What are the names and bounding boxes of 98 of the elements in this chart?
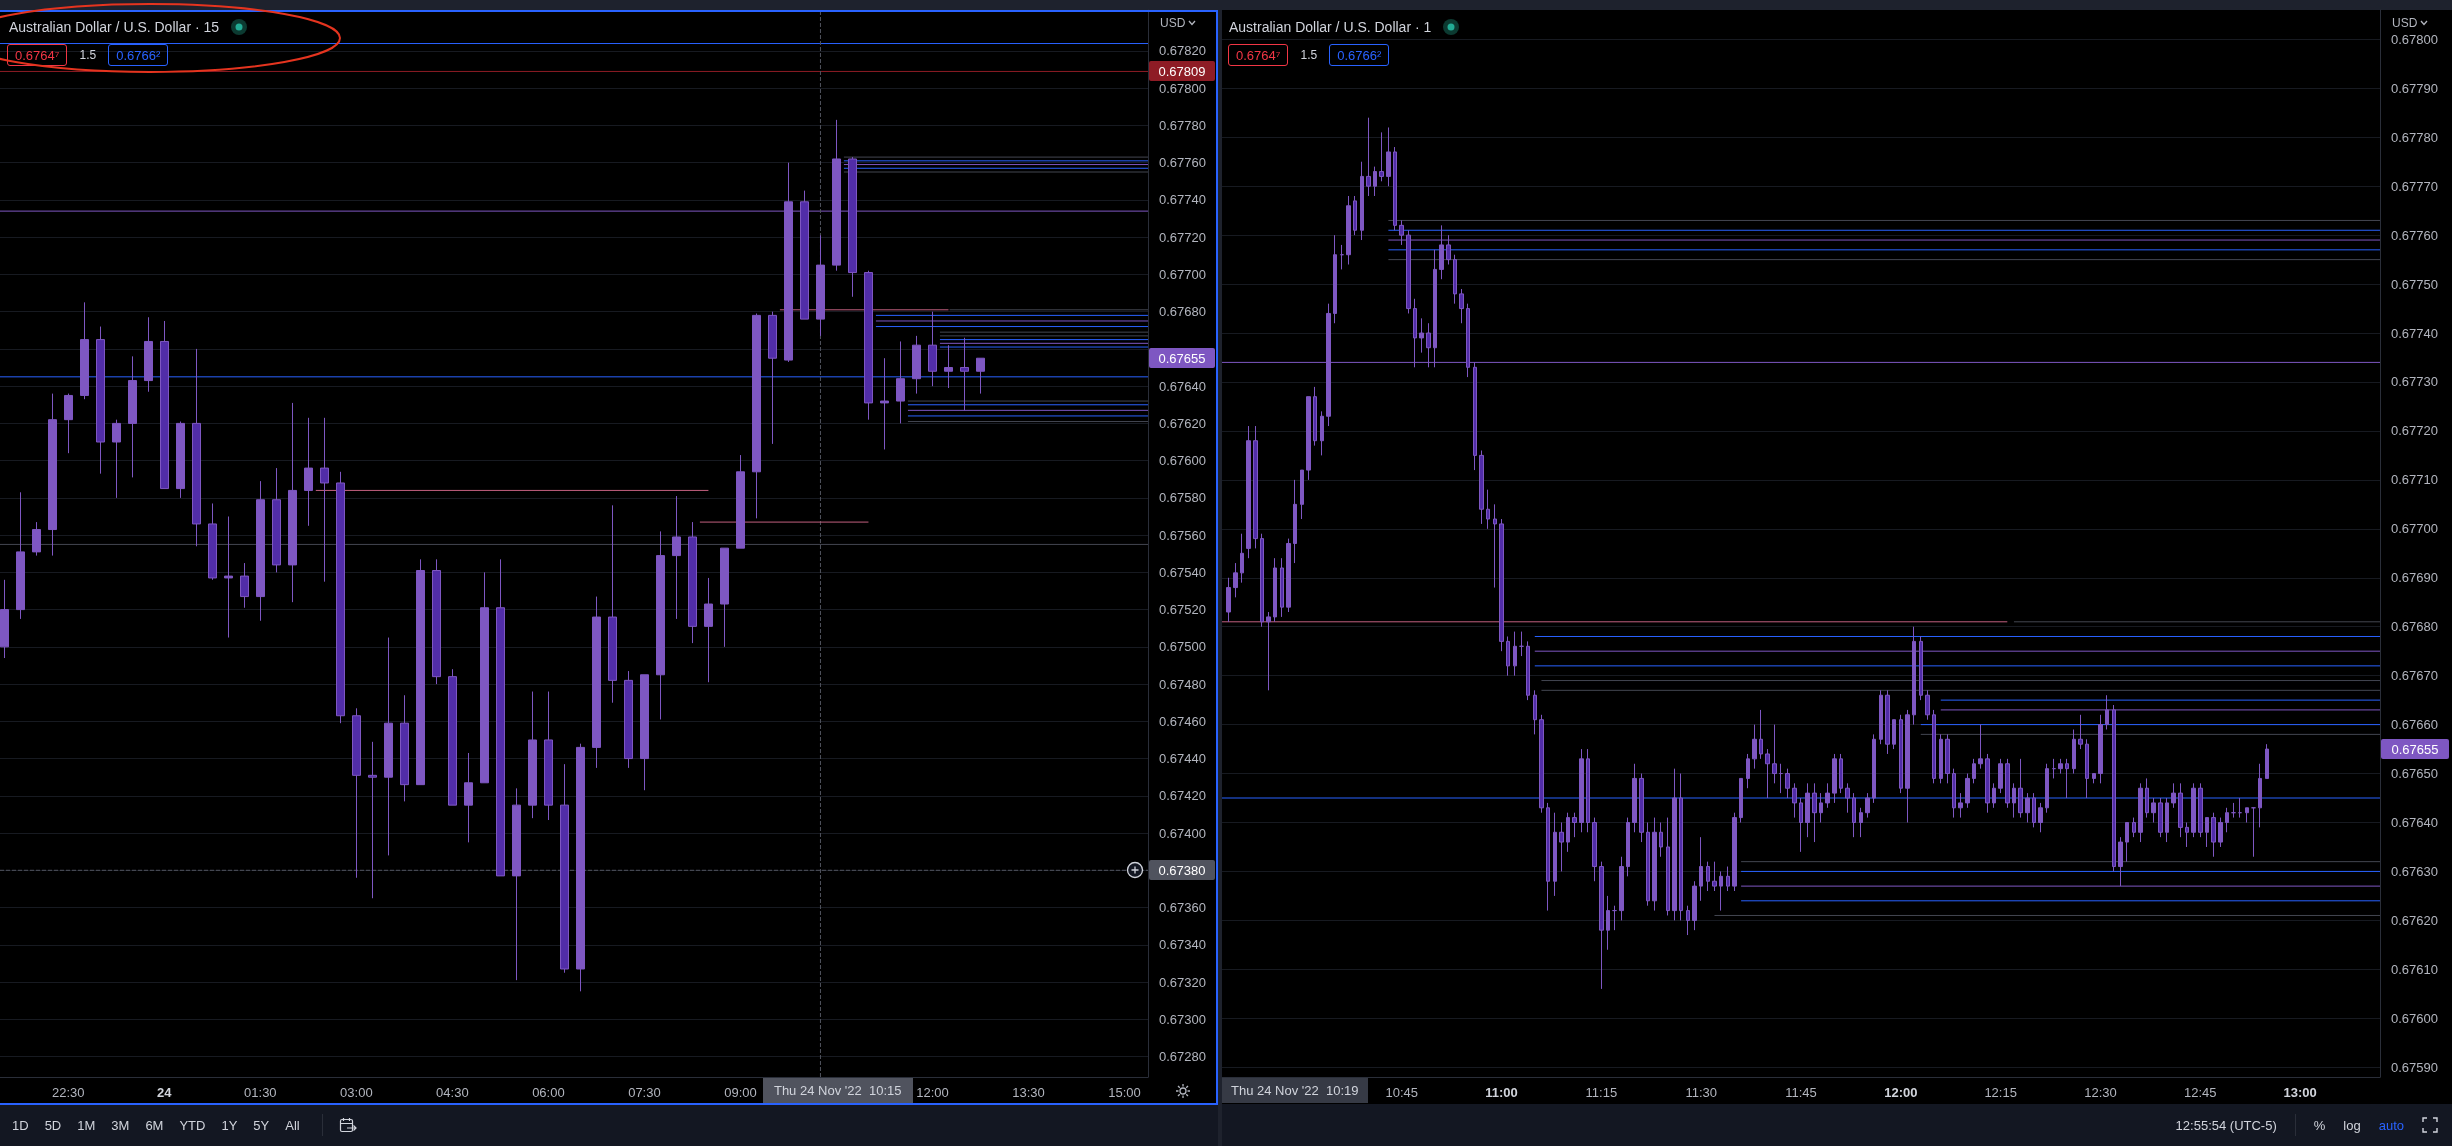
y-tick-label: 0.67480 xyxy=(1159,676,1206,692)
y-tick-label: 0.67320 xyxy=(1159,974,1206,990)
x-tick-label: 12:45 xyxy=(2184,1085,2217,1100)
y-tick-label: 0.67800 xyxy=(1159,80,1206,96)
y-axis-title: USD xyxy=(1160,16,1186,30)
x-tick-label: 06:00 xyxy=(532,1085,565,1100)
text: auto xyxy=(2378,1117,2404,1133)
y-tick-label: 0.67650 xyxy=(2391,766,2438,782)
text: Australian Dollar / U.S. Dollar · 15 xyxy=(9,19,220,35)
y-tick-label: 0.67600 xyxy=(2391,1010,2438,1026)
ref-line-label: 0.67380 xyxy=(1149,860,1215,881)
y-tick-label: 0.67640 xyxy=(2391,814,2438,830)
y-tick-label: 0.67520 xyxy=(1159,602,1206,618)
x-tick-label: 07:30 xyxy=(628,1085,661,1100)
y-tick-label: 0.67780 xyxy=(1159,117,1206,133)
y-tick-label: 0.67700 xyxy=(1159,266,1206,282)
y-tick-label: 0.67620 xyxy=(2391,912,2438,928)
y-tick-label: 0.67760 xyxy=(2391,227,2438,243)
y-tick-label: 0.67720 xyxy=(1159,229,1206,245)
x-tick-label: 11:00 xyxy=(1485,1085,1518,1100)
y-tick-label: 0.67630 xyxy=(2391,863,2438,879)
y-tick-label: 0.67460 xyxy=(1159,713,1206,729)
x-tick-label: 01:30 xyxy=(244,1085,277,1100)
y-tick-label: 0.67620 xyxy=(1159,415,1206,431)
y-tick-label: 0.67690 xyxy=(2391,570,2438,586)
x-tick-label: 15:00 xyxy=(1108,1085,1141,1100)
text: Australian Dollar / U.S. Dollar · 1 xyxy=(1229,19,1432,35)
x-tick-label: 11:30 xyxy=(1685,1085,1717,1100)
text: 1M xyxy=(77,1117,96,1133)
y-tick-label: 0.67580 xyxy=(1159,490,1206,506)
y-tick-label: 0.67670 xyxy=(2391,668,2438,684)
x-tick-label: 10:45 xyxy=(1385,1085,1418,1100)
text: 6M xyxy=(145,1117,164,1133)
text: 0.67655 xyxy=(1149,348,1215,369)
y-tick-label: 0.67340 xyxy=(1159,937,1206,953)
ref-line-label: 0.67809 xyxy=(1149,61,1215,82)
x-tick-label: 12:30 xyxy=(2084,1085,2117,1100)
y-tick-label: 0.67730 xyxy=(2391,374,2438,390)
annotation: 1.5 xyxy=(79,48,97,62)
y-tick-label: 0.67740 xyxy=(2391,325,2438,341)
y-tick-label: 0.67420 xyxy=(1159,788,1206,804)
text: % xyxy=(2313,1117,2326,1133)
annotation: 0.6766² xyxy=(1329,44,1390,66)
y-tick-label: 0.67800 xyxy=(2391,31,2438,47)
y-axis-title: USD xyxy=(2392,16,2418,30)
y-tick-label: 0.67740 xyxy=(1159,192,1206,208)
y-tick-label: 0.67500 xyxy=(1159,639,1206,655)
text: 5Y xyxy=(253,1117,270,1133)
text: 0.67655 xyxy=(2381,739,2449,760)
x-tick-label: 13:00 xyxy=(2283,1085,2317,1100)
x-tick-label: 04:30 xyxy=(436,1085,469,1100)
x-tick-label: 12:00 xyxy=(1884,1085,1918,1100)
x-tick-label: 13:30 xyxy=(1012,1085,1045,1100)
y-tick-label: 0.67680 xyxy=(1159,304,1206,320)
x-tick-label: 22:30 xyxy=(52,1085,85,1100)
text: log xyxy=(2343,1117,2361,1133)
y-tick-label: 0.67590 xyxy=(2391,1059,2438,1075)
x-tick-label: 12:00 xyxy=(916,1085,949,1100)
text: All xyxy=(285,1117,300,1133)
text: 1Y xyxy=(221,1117,238,1133)
text: 1D xyxy=(12,1117,29,1133)
y-tick-label: 0.67300 xyxy=(1159,1011,1206,1027)
x-tick-label: 09:00 xyxy=(724,1085,757,1100)
y-tick-label: 0.67720 xyxy=(2391,423,2438,439)
annotation: 0.6764⁷ xyxy=(7,44,68,66)
text: Thu 24 Nov '22 10:19 xyxy=(1222,1078,1368,1103)
y-tick-label: 0.67770 xyxy=(2391,178,2438,194)
y-tick-label: 0.67600 xyxy=(1159,453,1206,469)
y-tick-label: 0.67280 xyxy=(1159,1049,1206,1065)
y-tick-label: 0.67680 xyxy=(2391,619,2438,635)
annotation: 1.5 xyxy=(1300,48,1318,62)
y-tick-label: 0.67660 xyxy=(2391,717,2438,733)
y-tick-label: 0.67540 xyxy=(1159,564,1206,580)
y-tick-label: 0.67360 xyxy=(1159,900,1206,916)
y-tick-label: 0.67820 xyxy=(1159,43,1206,59)
y-tick-label: 0.67790 xyxy=(2391,80,2438,96)
text: 3M xyxy=(111,1117,130,1133)
text: YTD xyxy=(179,1117,206,1133)
x-tick-label: 24 xyxy=(157,1085,173,1100)
text: 12:55:54 (UTC-5) xyxy=(2175,1117,2277,1133)
x-tick-label: 11:45 xyxy=(1785,1085,1817,1100)
y-tick-label: 0.67640 xyxy=(1159,378,1206,394)
y-tick-label: 0.67610 xyxy=(2391,961,2438,977)
annotation: 0.6766² xyxy=(108,44,169,66)
y-tick-label: 0.67760 xyxy=(1159,155,1206,171)
y-tick-label: 0.67780 xyxy=(2391,129,2438,145)
x-tick-label: 03:00 xyxy=(340,1085,373,1100)
text: 5D xyxy=(44,1117,62,1133)
y-tick-label: 0.67700 xyxy=(2391,521,2438,537)
y-tick-label: 0.67400 xyxy=(1159,825,1206,841)
y-tick-label: 0.67440 xyxy=(1159,751,1206,767)
ref-line-label: Thu 24 Nov '22 10:15 xyxy=(762,1078,913,1103)
y-tick-label: 0.67560 xyxy=(1159,527,1206,543)
annotation: 0.6764⁷ xyxy=(1228,44,1289,66)
x-tick-label: 12:15 xyxy=(1984,1085,2017,1100)
x-tick-label: 11:15 xyxy=(1585,1085,1618,1100)
y-tick-label: 0.67710 xyxy=(2391,472,2438,488)
y-tick-label: 0.67750 xyxy=(2391,276,2438,292)
